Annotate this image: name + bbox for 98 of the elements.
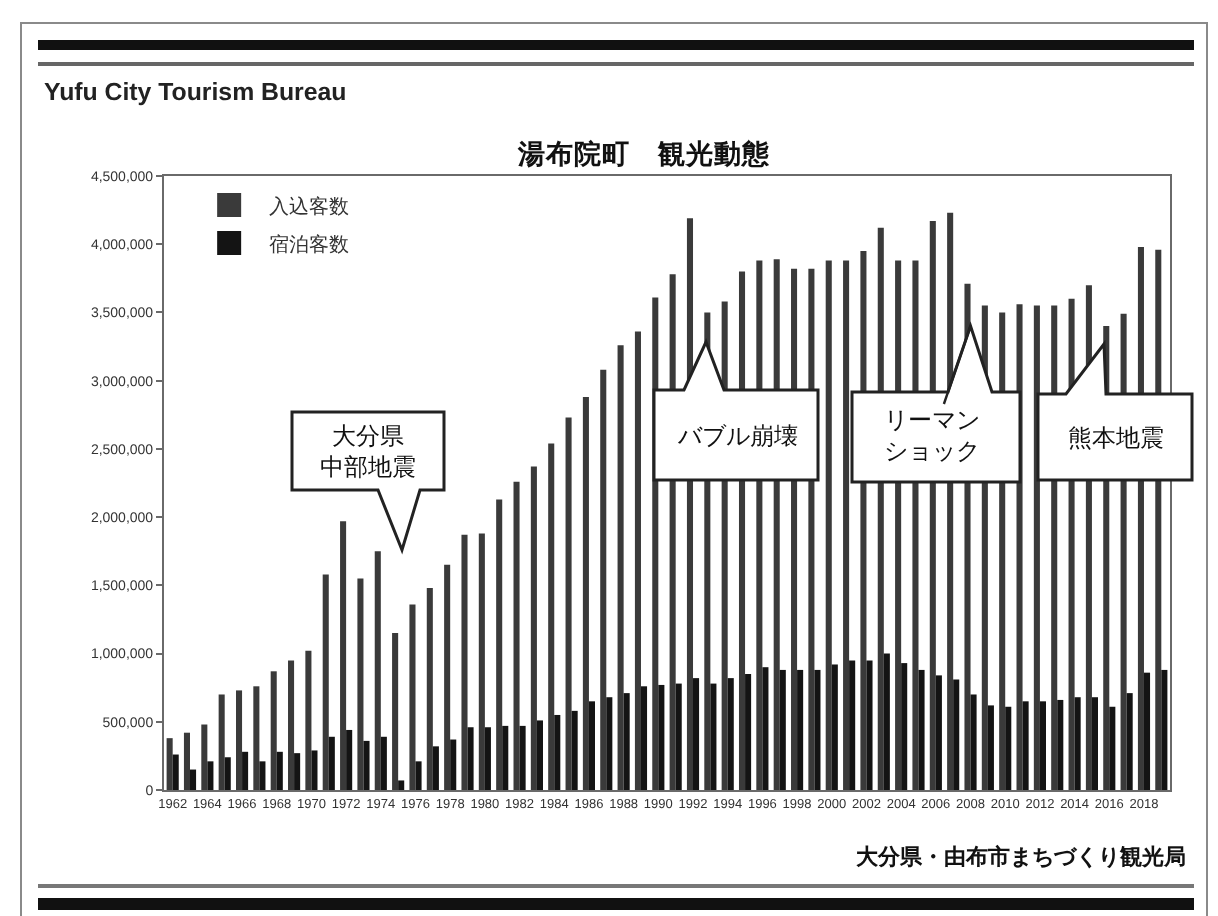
annotation: リーマンショック (884, 406, 980, 466)
bar (1005, 706, 1012, 790)
text: 大分県・由布市まちづくり観光局 (856, 844, 1186, 870)
bar (617, 345, 624, 790)
bar (918, 669, 925, 790)
bar (183, 732, 191, 790)
bar (380, 736, 387, 790)
bar (166, 738, 173, 790)
bar (843, 260, 850, 790)
bar (762, 667, 769, 790)
bar (190, 769, 197, 790)
bar (1109, 706, 1116, 790)
bar (235, 690, 243, 790)
bar (484, 727, 491, 790)
bar (242, 751, 249, 790)
bar (600, 369, 607, 790)
bar (797, 669, 804, 790)
bar (1033, 305, 1040, 790)
legend-label: 宿泊客数 (269, 232, 350, 257)
bar (970, 694, 977, 790)
bar (536, 720, 543, 790)
bar (207, 761, 214, 790)
bar (288, 660, 295, 790)
bar (346, 729, 353, 790)
bar (201, 724, 208, 790)
bar (259, 761, 266, 790)
bar (1039, 701, 1046, 790)
bar (270, 671, 277, 790)
bar (467, 727, 474, 790)
bar (502, 725, 509, 790)
bar (634, 331, 641, 790)
bar (276, 751, 283, 790)
bar (745, 674, 752, 790)
bar (432, 746, 439, 790)
bar (935, 675, 942, 790)
bar (640, 686, 648, 790)
bar (710, 683, 717, 790)
bar (478, 533, 485, 790)
bar (450, 739, 457, 790)
bar (693, 678, 700, 790)
bar (415, 761, 422, 790)
bar (311, 750, 318, 790)
bar (253, 686, 260, 790)
bar (1143, 672, 1151, 790)
chart-subtitle: Yufu City Tourism Bureau (44, 78, 347, 106)
bar (426, 588, 433, 790)
bar (866, 660, 873, 790)
annotation: 大分県中部地震 (320, 422, 416, 482)
bar (409, 604, 416, 790)
bar (548, 443, 555, 790)
bar (513, 481, 520, 790)
bar (172, 754, 179, 790)
bar (727, 678, 734, 790)
bar (519, 725, 526, 790)
bar (322, 574, 329, 790)
bar (779, 669, 786, 790)
bar (623, 693, 630, 790)
bar (224, 757, 231, 790)
chart-title: 湯布院町 観光動態 (516, 137, 772, 170)
bar (374, 551, 381, 790)
legend-label: 入込客数 (269, 194, 350, 219)
bar (340, 521, 347, 790)
bar (675, 683, 682, 790)
annotation: バブル崩壊 (676, 422, 798, 450)
bar (1091, 697, 1099, 790)
bar (357, 578, 364, 790)
bar (305, 650, 312, 790)
bar (554, 714, 561, 790)
bar (328, 736, 335, 790)
bar (398, 780, 405, 790)
annotation: 熊本地震 (1068, 424, 1164, 452)
bar (496, 499, 503, 790)
bar (444, 564, 451, 790)
bar (363, 740, 370, 790)
bar (1126, 693, 1133, 790)
bar (606, 697, 613, 790)
bar (392, 633, 399, 790)
bar (849, 660, 856, 790)
bar (1057, 699, 1064, 790)
bar (953, 679, 960, 790)
bar (571, 710, 578, 790)
bar (987, 705, 994, 790)
bar (825, 260, 832, 790)
bar (588, 701, 596, 790)
bar (565, 417, 572, 790)
bar (1022, 701, 1029, 790)
bar (1074, 697, 1081, 790)
bar (883, 653, 890, 790)
bar (218, 694, 225, 790)
bar (658, 684, 665, 790)
bar (901, 663, 908, 790)
bar (1161, 669, 1168, 790)
bar (582, 397, 589, 790)
bar (831, 664, 838, 790)
bar (530, 466, 537, 790)
bar (461, 534, 468, 790)
bar (294, 753, 301, 790)
bar (814, 669, 821, 790)
